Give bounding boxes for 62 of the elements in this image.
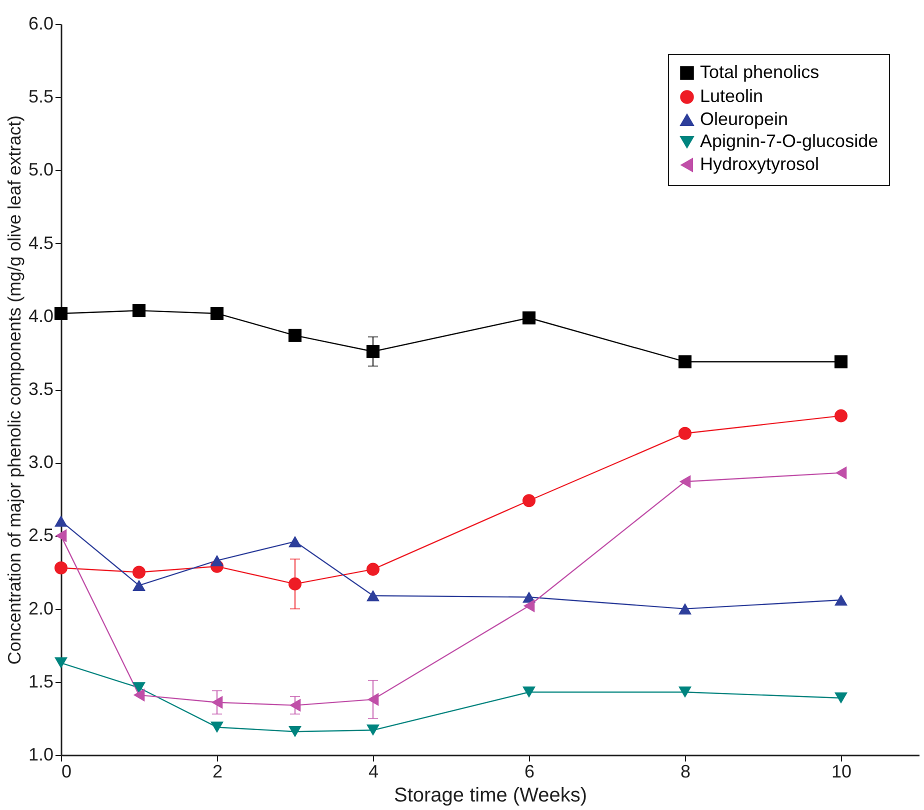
point (367, 692, 379, 706)
point (678, 355, 692, 368)
point (834, 692, 848, 704)
point (54, 306, 68, 320)
y-tick-label: 4.5 (28, 232, 54, 253)
point (523, 599, 535, 612)
point (522, 494, 536, 508)
y-tick-label: 2.5 (28, 525, 54, 546)
point (678, 603, 692, 614)
point (211, 696, 223, 709)
y-tick-label: 3.5 (28, 379, 54, 399)
x-tick-label: 6 (524, 762, 535, 782)
legend-label: Apignin-7-O-glucoside (700, 131, 878, 151)
point (210, 554, 224, 566)
x-tick-label: 2 (212, 762, 223, 782)
y-tick-label: 2.0 (28, 598, 54, 618)
y-tick-label: 1.0 (28, 744, 54, 764)
point (366, 562, 380, 576)
point (210, 722, 224, 733)
point (835, 466, 847, 480)
legend-label: Total phenolics (700, 62, 820, 82)
point (678, 426, 692, 440)
point (834, 594, 848, 606)
y-tick-label: 5.0 (28, 160, 54, 180)
point (366, 724, 380, 736)
y-tick-label: 6.0 (28, 14, 54, 34)
x-tick-label: 4 (368, 762, 379, 782)
point (834, 409, 848, 422)
point (133, 688, 145, 702)
x-axis-title: Storage time (Weeks) (394, 784, 588, 806)
point (54, 561, 68, 574)
point (132, 580, 146, 592)
legend-label: Oleuropein (700, 109, 788, 129)
point (288, 536, 302, 548)
point (132, 304, 146, 318)
point (132, 566, 146, 579)
point (366, 344, 380, 358)
point (55, 529, 67, 542)
y-axis-title: Concentration of major phenolic components (mg/g olive leaf extract) (4, 115, 24, 665)
point (834, 355, 848, 368)
point (679, 475, 691, 488)
point (289, 698, 301, 712)
point (288, 577, 302, 590)
x-tick-label: 0 (62, 762, 72, 782)
point (522, 311, 536, 324)
y-tick-label: 4.0 (28, 306, 54, 326)
point (54, 515, 68, 527)
point (132, 682, 146, 694)
point (210, 306, 224, 320)
legend-label: Luteolin (700, 86, 764, 106)
point (522, 686, 536, 698)
y-tick-label: 5.5 (28, 86, 54, 107)
point (678, 686, 692, 698)
point (366, 590, 380, 602)
point (288, 726, 302, 738)
y-tick-label: 3.0 (28, 452, 54, 472)
x-tick-label: 10 (831, 762, 852, 782)
x-tick-label: 8 (680, 762, 691, 782)
y-tick-label: 1.5 (28, 671, 54, 692)
point (54, 657, 68, 669)
legend-label: Hydroxytyrosol (700, 154, 820, 174)
point (288, 328, 302, 342)
